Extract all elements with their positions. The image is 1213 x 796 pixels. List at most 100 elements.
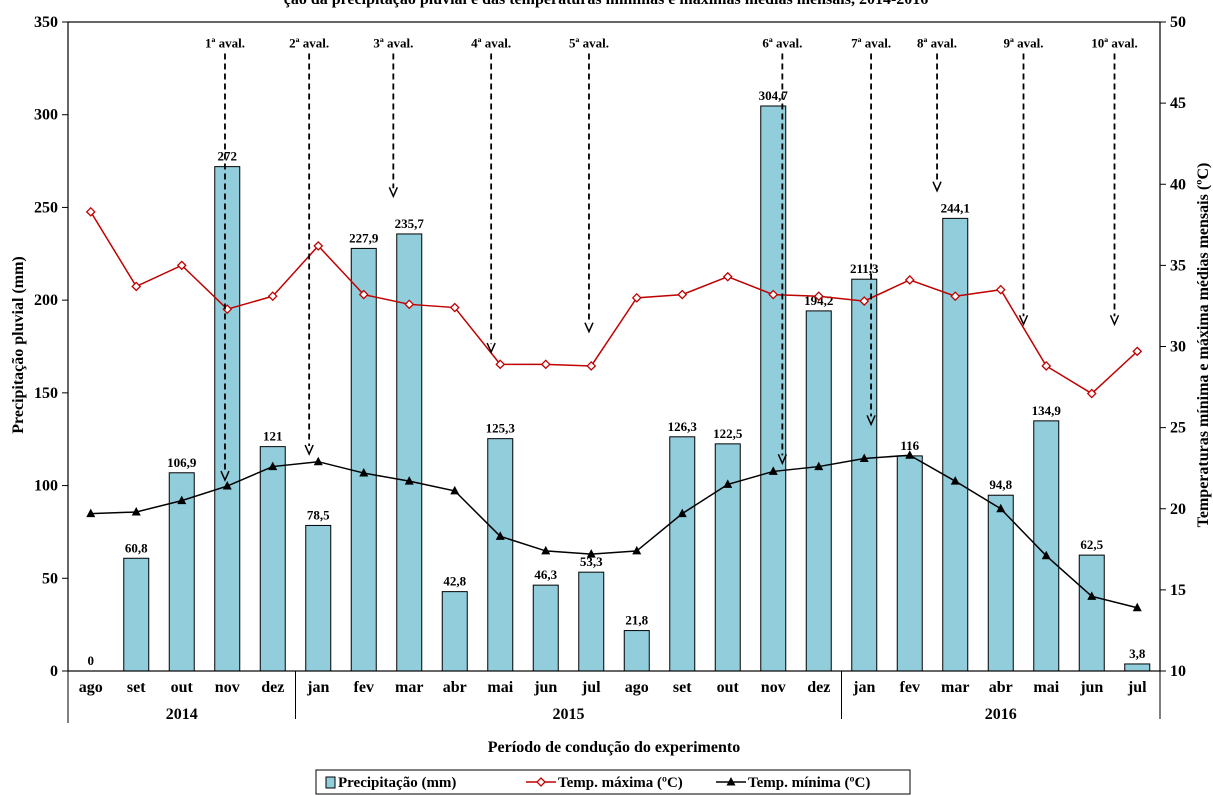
x-tick-label: jun [533,679,557,696]
temp-min-point [541,545,551,555]
precip-value-label: 116 [900,438,919,453]
x-tick-label: jul [1127,679,1147,696]
precip-value-label: 94,8 [989,477,1012,492]
evaluation-arrow-head [388,186,399,199]
legend-tmin-label: Temp. mínima (ºC) [748,775,870,791]
precip-value-label: 106,9 [167,455,197,470]
x-tick-label: jan [306,679,329,696]
x-tick-label: mar [395,679,423,696]
y2-tick-label: 10 [1170,663,1186,680]
precip-bar [1078,554,1105,672]
temp-min-point [268,461,278,471]
x-tick-label: abr [443,679,467,696]
temp-max-point [540,359,551,370]
y2-axis-title: Temperaturas mínima e máxima médias mens… [1195,163,1212,528]
precip-value-label: 304,7 [759,88,789,103]
temp-min-point [1041,550,1051,560]
x-tick-label: mai [487,679,513,696]
temp-max-point [404,299,415,310]
temp-min-point [495,531,505,540]
x-tick-label: abr [989,679,1013,696]
evaluation-label: 4ª aval. [471,36,511,51]
temp-min-point [1087,591,1097,600]
temp-min-point [814,461,824,471]
y2-tick-label: 35 [1170,257,1186,274]
temp-min-point [131,506,141,516]
temp-max-point [1132,346,1143,357]
temp-max-point [358,289,369,300]
x-tick-label: ago [79,679,103,696]
precip-value-label: 46,3 [534,567,557,582]
legend-tmax-label: Temp. máxima (ºC) [558,775,683,791]
evaluation-label: 7ª aval. [851,36,891,51]
temp-min-point [723,479,733,488]
temp-max-point [176,260,187,271]
temp-min-point [632,545,642,555]
evaluation-arrows: 1ª aval. 2ª aval. 3ª aval. 4ª aval. 5ª aval.… [205,36,1138,482]
temp-max-point [1086,388,1097,399]
x-tick-label: jul [581,679,601,696]
precip-bar [987,494,1014,672]
temperature-lines [85,206,1143,612]
evaluation-arrow-head [220,470,230,482]
y2-tick-label: 30 [1170,339,1186,356]
temp-min-point [450,485,460,495]
precip-value-label: 272 [218,149,238,164]
evaluation-arrow-head [866,415,876,427]
legend-box [315,769,911,795]
x-tick-label: out [171,679,194,696]
precip-value-label: 0 [88,653,95,668]
precip-value-label: 42,8 [443,574,466,589]
precip-value-label: 78,5 [307,507,330,522]
year-label: 2014 [166,706,198,723]
evaluation-arrow-head [777,454,788,466]
precip-value-label: 235,7 [395,216,425,231]
legend-precip-swatch [325,776,336,789]
evaluation-label: 8ª aval. [917,36,957,51]
precip-bar [168,472,195,672]
precip-bar [1124,663,1151,672]
temp-min-point [86,508,96,518]
x-tick-label: ago [625,679,649,696]
temp-max-point [768,289,779,300]
y-axis-title: Precipitação pluvial (mm) [10,256,27,433]
legend-precip-label: Precipitação (mm) [338,775,456,791]
precipitation-value-labels: 0 60,8 106,9 272 121 78,5 227,9 235,7 42,8 125,3 4… [88,88,1146,668]
year-label: 2015 [553,706,585,723]
precip-value-label: 21,8 [625,613,648,628]
temp-max-point [950,291,961,302]
temp-max-point [449,302,460,313]
y2-tick-label: 20 [1170,501,1186,518]
x-tick-label: dez [807,679,830,696]
precip-bar [441,591,468,672]
x-tick-label: dez [261,679,284,696]
evaluation-arrow-head [304,444,314,456]
precip-bar [1033,420,1060,672]
y-tick-label: 200 [34,292,58,309]
precip-value-label: 244,1 [941,200,970,215]
temp-min-point [859,453,869,462]
legend: Precipitação (mm) Temp. máxima (ºC) Temp. … [315,769,911,795]
temp-max-point [995,284,1006,295]
y2-tick-label: 40 [1170,176,1186,193]
precip-bar [623,630,650,672]
temp-min-point [359,468,369,477]
precip-value-label: 134,9 [1032,403,1062,418]
x-tick-label: set [127,679,146,696]
precip-value-label: 125,3 [486,421,516,436]
temp-max-point [495,359,506,370]
precip-value-label: 211,3 [850,261,879,276]
temp-min-point [177,495,187,505]
precip-bar [896,455,923,672]
evaluation-arrow-head [486,342,496,354]
precip-bar [214,166,241,672]
evaluation-label: 10ª aval. [1091,36,1138,51]
temp-min-point [996,503,1006,513]
precip-bar [487,438,514,672]
temp-min-point [677,508,687,518]
y-tick-label: 0 [50,663,58,680]
y-tick-label: 50 [42,570,58,587]
precip-value-label: 62,5 [1080,537,1103,552]
evaluation-label: 1ª aval. [205,36,245,51]
y-tick-label: 300 [34,107,58,124]
